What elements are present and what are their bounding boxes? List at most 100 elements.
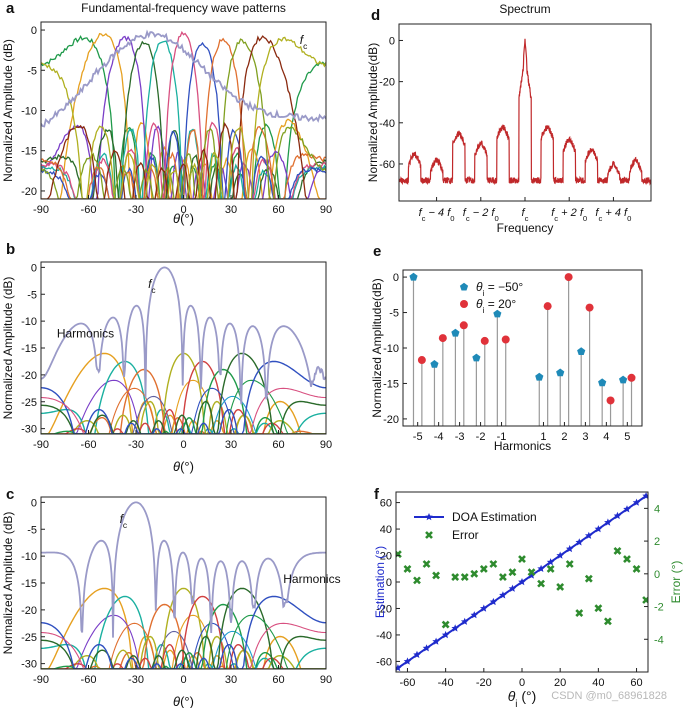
x-tick-label: -30 — [128, 674, 144, 686]
series-line — [41, 614, 326, 669]
legend-label: Error — [452, 528, 479, 542]
y-tick-label: -20 — [379, 77, 395, 89]
data-point — [627, 373, 636, 382]
data-point — [632, 564, 641, 573]
panel-a-title: Fundamental-frequency wave patterns — [81, 1, 286, 15]
spectrum-line — [399, 38, 651, 186]
y-tick-label: -10 — [21, 106, 37, 118]
data-point — [441, 620, 450, 629]
series-line — [41, 587, 326, 669]
x-tick-label: 60 — [272, 204, 284, 216]
panel-c: c -90 -60 -30 0 30 60 90 0 -5 -10 -15 -20 -25 -30 θ(°) N… — [1, 486, 341, 708]
y-right-tick-label: 4 — [654, 503, 660, 515]
y-tick-label: -20 — [383, 414, 399, 426]
data-point — [451, 328, 460, 337]
panel-letter-f: f — [374, 486, 380, 503]
data-point — [493, 309, 502, 318]
x-tick-label: 30 — [225, 439, 237, 451]
data-point — [499, 591, 507, 599]
x-tick-label: 20 — [554, 677, 566, 689]
data-point — [603, 617, 612, 626]
y-tick-label: -30 — [21, 659, 37, 671]
x-tick-label: -60 — [81, 674, 97, 686]
x-tick-label: 0 — [180, 674, 186, 686]
series-line — [41, 379, 326, 434]
x-tick-label: 1 — [540, 431, 546, 443]
x-tick-label: -5 — [413, 431, 423, 443]
x-tick-label: 60 — [630, 677, 642, 689]
data-point — [537, 579, 546, 588]
panel-d-title: Spectrum — [499, 2, 550, 16]
data-point — [518, 555, 526, 564]
y-tick-label: 0 — [31, 25, 37, 37]
y-tick-label: -60 — [376, 656, 392, 668]
y-tick-label: -20 — [21, 186, 37, 198]
y-tick-label: -40 — [376, 630, 392, 642]
x-tick-label: 60 — [272, 439, 284, 451]
x-tick-label: -4 — [434, 431, 444, 443]
x-tick-label: 30 — [225, 674, 237, 686]
y-tick-label: 60 — [380, 498, 392, 510]
series-line — [41, 352, 326, 434]
watermark: CSDN @m0_68961828 — [551, 690, 667, 702]
data-point — [489, 560, 498, 568]
panel-a-xlabel: θ(°) — [173, 211, 194, 226]
data-point — [403, 564, 412, 573]
panel-annotation: Harmonics — [57, 326, 114, 340]
data-point — [451, 624, 459, 632]
data-point — [585, 531, 593, 539]
x-tick-label: -3 — [455, 431, 465, 443]
data-point — [438, 334, 447, 343]
y-tick-label: -15 — [21, 343, 37, 355]
legend-marker — [425, 513, 433, 521]
data-point — [489, 597, 498, 606]
data-point — [451, 573, 460, 582]
y-tick-label: 0 — [31, 497, 37, 509]
x-tick-label: 90 — [320, 439, 332, 451]
data-point — [432, 571, 441, 580]
x-tick-label: -1 — [497, 431, 507, 443]
data-point — [459, 321, 468, 330]
y-tick-label: -40 — [379, 118, 395, 130]
y-right-tick-label: -4 — [654, 634, 664, 646]
legend-marker — [459, 282, 469, 291]
data-point — [441, 630, 450, 639]
data-point — [577, 347, 586, 355]
fc-series-line — [41, 266, 326, 405]
panel-e: e0 -5 -10 -15 -20 -5 -4 -3 -2 -1 1 2 3 4 5 Harmonics Nor… — [370, 243, 643, 453]
y-tick-label: -10 — [383, 343, 399, 355]
series-line — [41, 368, 326, 434]
data-point — [537, 564, 545, 572]
data-point — [508, 568, 517, 577]
plot-area — [41, 29, 326, 199]
data-point — [565, 544, 574, 553]
data-point — [575, 609, 584, 618]
panel-d-ylabel: Normalized Amplitude(dB) — [366, 43, 380, 182]
data-point — [518, 578, 526, 586]
x-tick-label: -2 — [476, 431, 486, 443]
y-tick-label: -10 — [21, 316, 37, 328]
data-point — [413, 576, 421, 585]
x-tick-label: 0 — [180, 439, 186, 451]
data-point — [604, 518, 612, 526]
y-tick-label: -5 — [27, 524, 37, 536]
legend-marker — [460, 300, 468, 308]
series-line — [41, 603, 326, 669]
panel-c-xlabel: θ(°) — [173, 694, 194, 708]
series-line — [41, 34, 326, 199]
y-tick-label: -20 — [21, 370, 37, 382]
data-point — [598, 378, 607, 387]
panel-annotation: fc — [120, 512, 128, 530]
plot-frame — [398, 23, 652, 202]
data-point — [409, 272, 418, 281]
panel-e-xlabel: Harmonics — [494, 439, 551, 453]
data-point — [594, 525, 603, 533]
legend-label: θi = −50° — [476, 280, 523, 298]
panel-annotation: Harmonics — [283, 572, 340, 586]
series-line — [41, 587, 326, 669]
data-point — [556, 582, 565, 591]
series-line — [41, 387, 326, 434]
fc-series-line — [41, 29, 326, 128]
